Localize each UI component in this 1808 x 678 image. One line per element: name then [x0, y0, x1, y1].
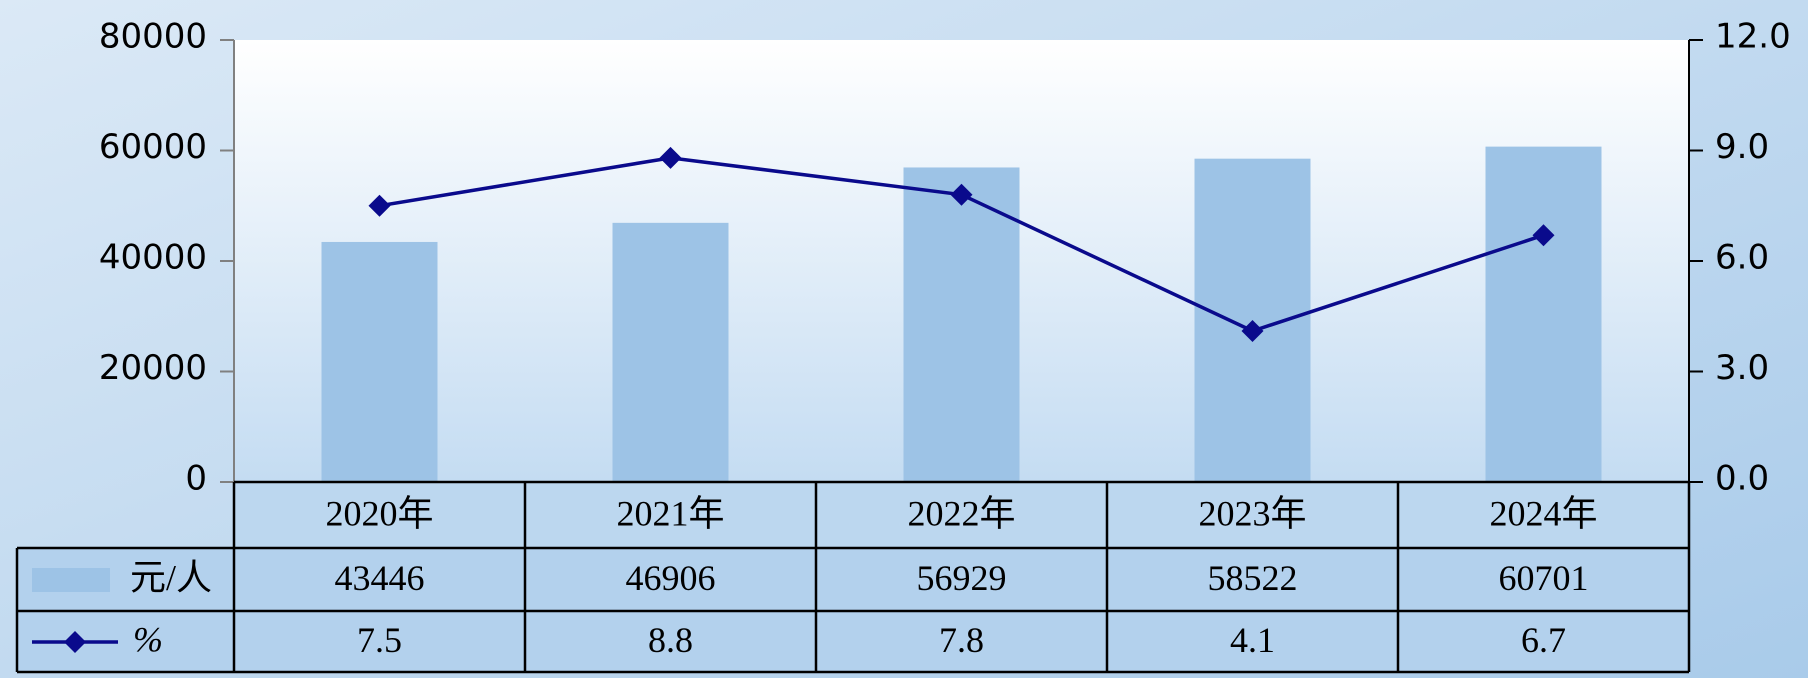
chart-body: 0 20000 40000 60000 80000 0.0 3.0 6.0 9.0 12.0 202… [15, 17, 1791, 674]
y-tick-label: 40000 [99, 238, 207, 278]
y2-tick-label: 9.0 [1715, 127, 1769, 167]
table-value: 8.8 [648, 620, 693, 660]
category-label: 2022年 [907, 493, 1015, 533]
category-label: 2021年 [616, 493, 724, 533]
legend-swatch [32, 568, 110, 592]
bar [612, 222, 729, 482]
table-value: 60701 [1499, 558, 1589, 598]
line-marker [1532, 224, 1555, 247]
table-value: 4.1 [1230, 620, 1275, 660]
line-marker [659, 146, 682, 169]
table-value: 43446 [335, 558, 425, 598]
category-label: 2023年 [1198, 493, 1306, 533]
table-value: 6.7 [1521, 620, 1566, 660]
table-header-bg [234, 482, 1689, 548]
bar [1485, 146, 1602, 483]
bar [321, 241, 438, 482]
category-label: 2024年 [1489, 493, 1597, 533]
table-value: 46906 [626, 558, 716, 598]
bar [903, 167, 1020, 482]
line-marker [1241, 319, 1264, 342]
legend-marker [64, 631, 86, 653]
category-label: 2020年 [325, 493, 433, 533]
legend-label: 元/人 [130, 557, 212, 597]
y-tick-label: 60000 [99, 127, 207, 167]
legend-label: % [133, 619, 163, 659]
table-value: 7.8 [939, 620, 984, 660]
table-value: 58522 [1208, 558, 1298, 598]
y2-tick-label: 6.0 [1715, 238, 1769, 278]
y2-tick-label: 12.0 [1715, 17, 1791, 57]
table-value: 56929 [917, 558, 1007, 598]
y-tick-label: 20000 [99, 348, 207, 388]
y2-tick-label: 0.0 [1715, 459, 1769, 499]
line-marker [368, 194, 391, 217]
y-tick-label: 0 [185, 459, 207, 499]
y2-tick-label: 3.0 [1715, 348, 1769, 388]
y-tick-label: 80000 [99, 17, 207, 57]
table-value: 7.5 [357, 620, 402, 660]
line-marker [950, 183, 973, 206]
